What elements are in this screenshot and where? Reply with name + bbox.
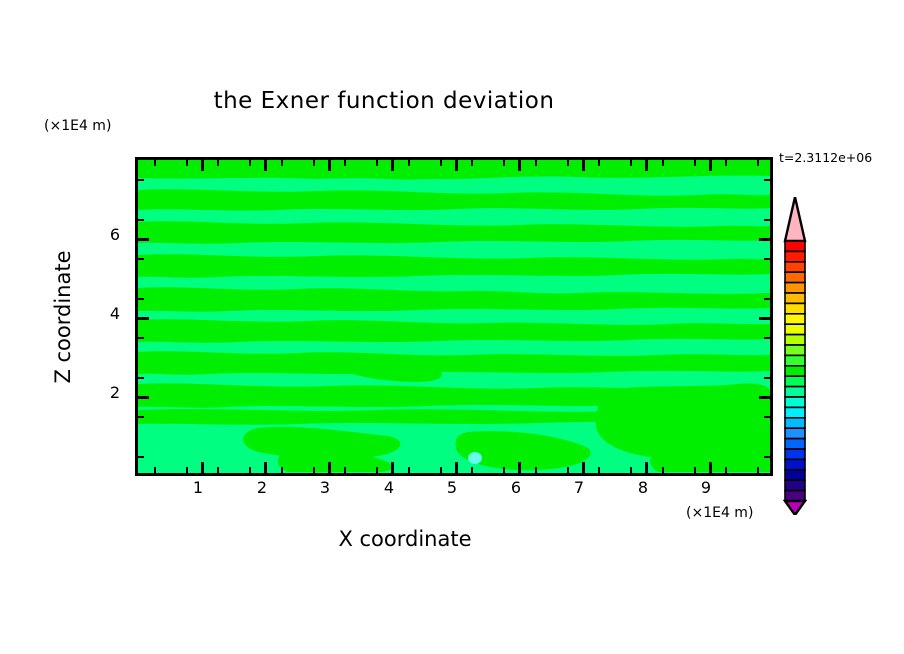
contour-field <box>138 160 770 473</box>
x-tick-label-1: 1 <box>192 478 204 497</box>
x-unit-label: (×1E4 m) <box>686 505 754 521</box>
timestamp-annotation: t=2.3112e+06 <box>779 150 873 165</box>
x-tick-label-2: 2 <box>256 478 268 497</box>
y-tick-label-4: 4 <box>109 304 120 323</box>
x-tick-label-7: 7 <box>573 478 585 497</box>
y-tick-label-6: 6 <box>109 225 120 244</box>
colorbar-swatches <box>783 197 807 515</box>
plot-area[interactable] <box>135 157 773 476</box>
x-tick-label-6: 6 <box>510 478 522 497</box>
x-tick-label-9: 9 <box>700 478 712 497</box>
page-title: the Exner function deviation <box>213 88 555 114</box>
x-axis-title-text: X coordinate <box>338 527 472 551</box>
x-tick-label-5: 5 <box>446 478 458 497</box>
y-axis-title: Z coordinate <box>51 250 75 384</box>
colorbar[interactable]: 9e−4 6e−4 3e−4 0 −3e−4 −6e−4 −9e−4 <box>783 197 807 515</box>
y-unit-label: (×1E4 m) <box>44 118 112 134</box>
x-tick-label-3: 3 <box>319 478 331 497</box>
x-axis-title: X coordinate <box>0 527 904 551</box>
y-tick-label-2: 2 <box>109 383 120 402</box>
x-tick-label-8: 8 <box>637 478 649 497</box>
x-tick-label-4: 4 <box>383 478 395 497</box>
